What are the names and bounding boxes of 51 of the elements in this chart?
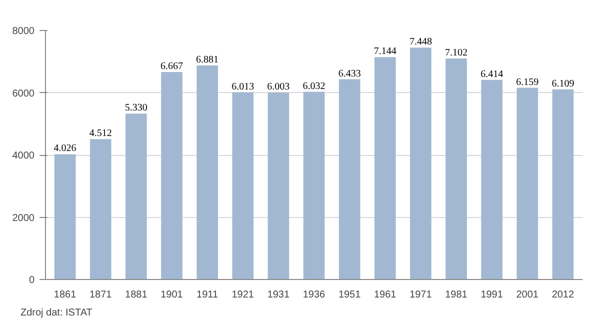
x-tick-label: 1991 (480, 290, 504, 300)
data-label: 6.013 (232, 81, 254, 92)
x-tick-label: 1971 (410, 290, 432, 300)
bar (552, 89, 574, 280)
x-tick-label: 1961 (374, 290, 397, 300)
x-tick-label: 1951 (338, 290, 362, 300)
y-tick-label: 8000 (12, 26, 35, 37)
data-label: 6.032 (302, 80, 326, 92)
bar (161, 72, 182, 280)
x-tick-label: 1871 (90, 290, 112, 300)
bar (410, 48, 432, 280)
bar (268, 92, 290, 280)
data-label: 7.448 (409, 36, 432, 48)
x-tick-label: 1921 (232, 290, 254, 300)
data-label: 4.026 (54, 143, 76, 154)
bar (446, 58, 467, 280)
data-label: 6.881 (196, 54, 219, 66)
data-label: 5.330 (124, 102, 148, 114)
x-tick-label: 1936 (302, 290, 326, 300)
bar (196, 65, 218, 280)
x-tick-label: 2001 (516, 290, 539, 300)
x-tick-label: 1931 (267, 290, 290, 300)
bar (338, 79, 360, 280)
text: Zdroj dat: ISTAT (20, 308, 92, 318)
data-label: 7.144 (374, 46, 396, 58)
y-tick-label: 6000 (12, 88, 35, 100)
data-label: 6.433 (338, 68, 361, 80)
y-tick-label: 4000 (12, 150, 35, 162)
bar (54, 154, 76, 280)
data-label: 6.667 (160, 60, 183, 72)
x-tick-label: 1861 (54, 290, 77, 300)
bar (481, 80, 502, 280)
data-label: 4.512 (89, 128, 112, 140)
bar (126, 114, 147, 280)
x-tick-label: 1881 (125, 290, 148, 300)
y-tick-label: 0 (28, 275, 35, 286)
x-tick-label: 1911 (196, 290, 218, 300)
bar (374, 57, 396, 280)
bar (303, 92, 325, 280)
data-label: 6.414 (480, 68, 504, 80)
y-tick-label: 2000 (12, 212, 35, 224)
data-label: 6.003 (267, 82, 290, 93)
bar (232, 92, 254, 280)
x-tick-label: 1901 (160, 290, 184, 300)
data-label: 6.159 (516, 76, 539, 88)
bar (90, 139, 112, 280)
x-tick-label: 1981 (445, 290, 468, 300)
data-label: 7.102 (445, 47, 468, 58)
bar (516, 88, 538, 280)
data-label: 6.109 (552, 78, 574, 90)
x-tick-label: 2012 (552, 290, 574, 300)
